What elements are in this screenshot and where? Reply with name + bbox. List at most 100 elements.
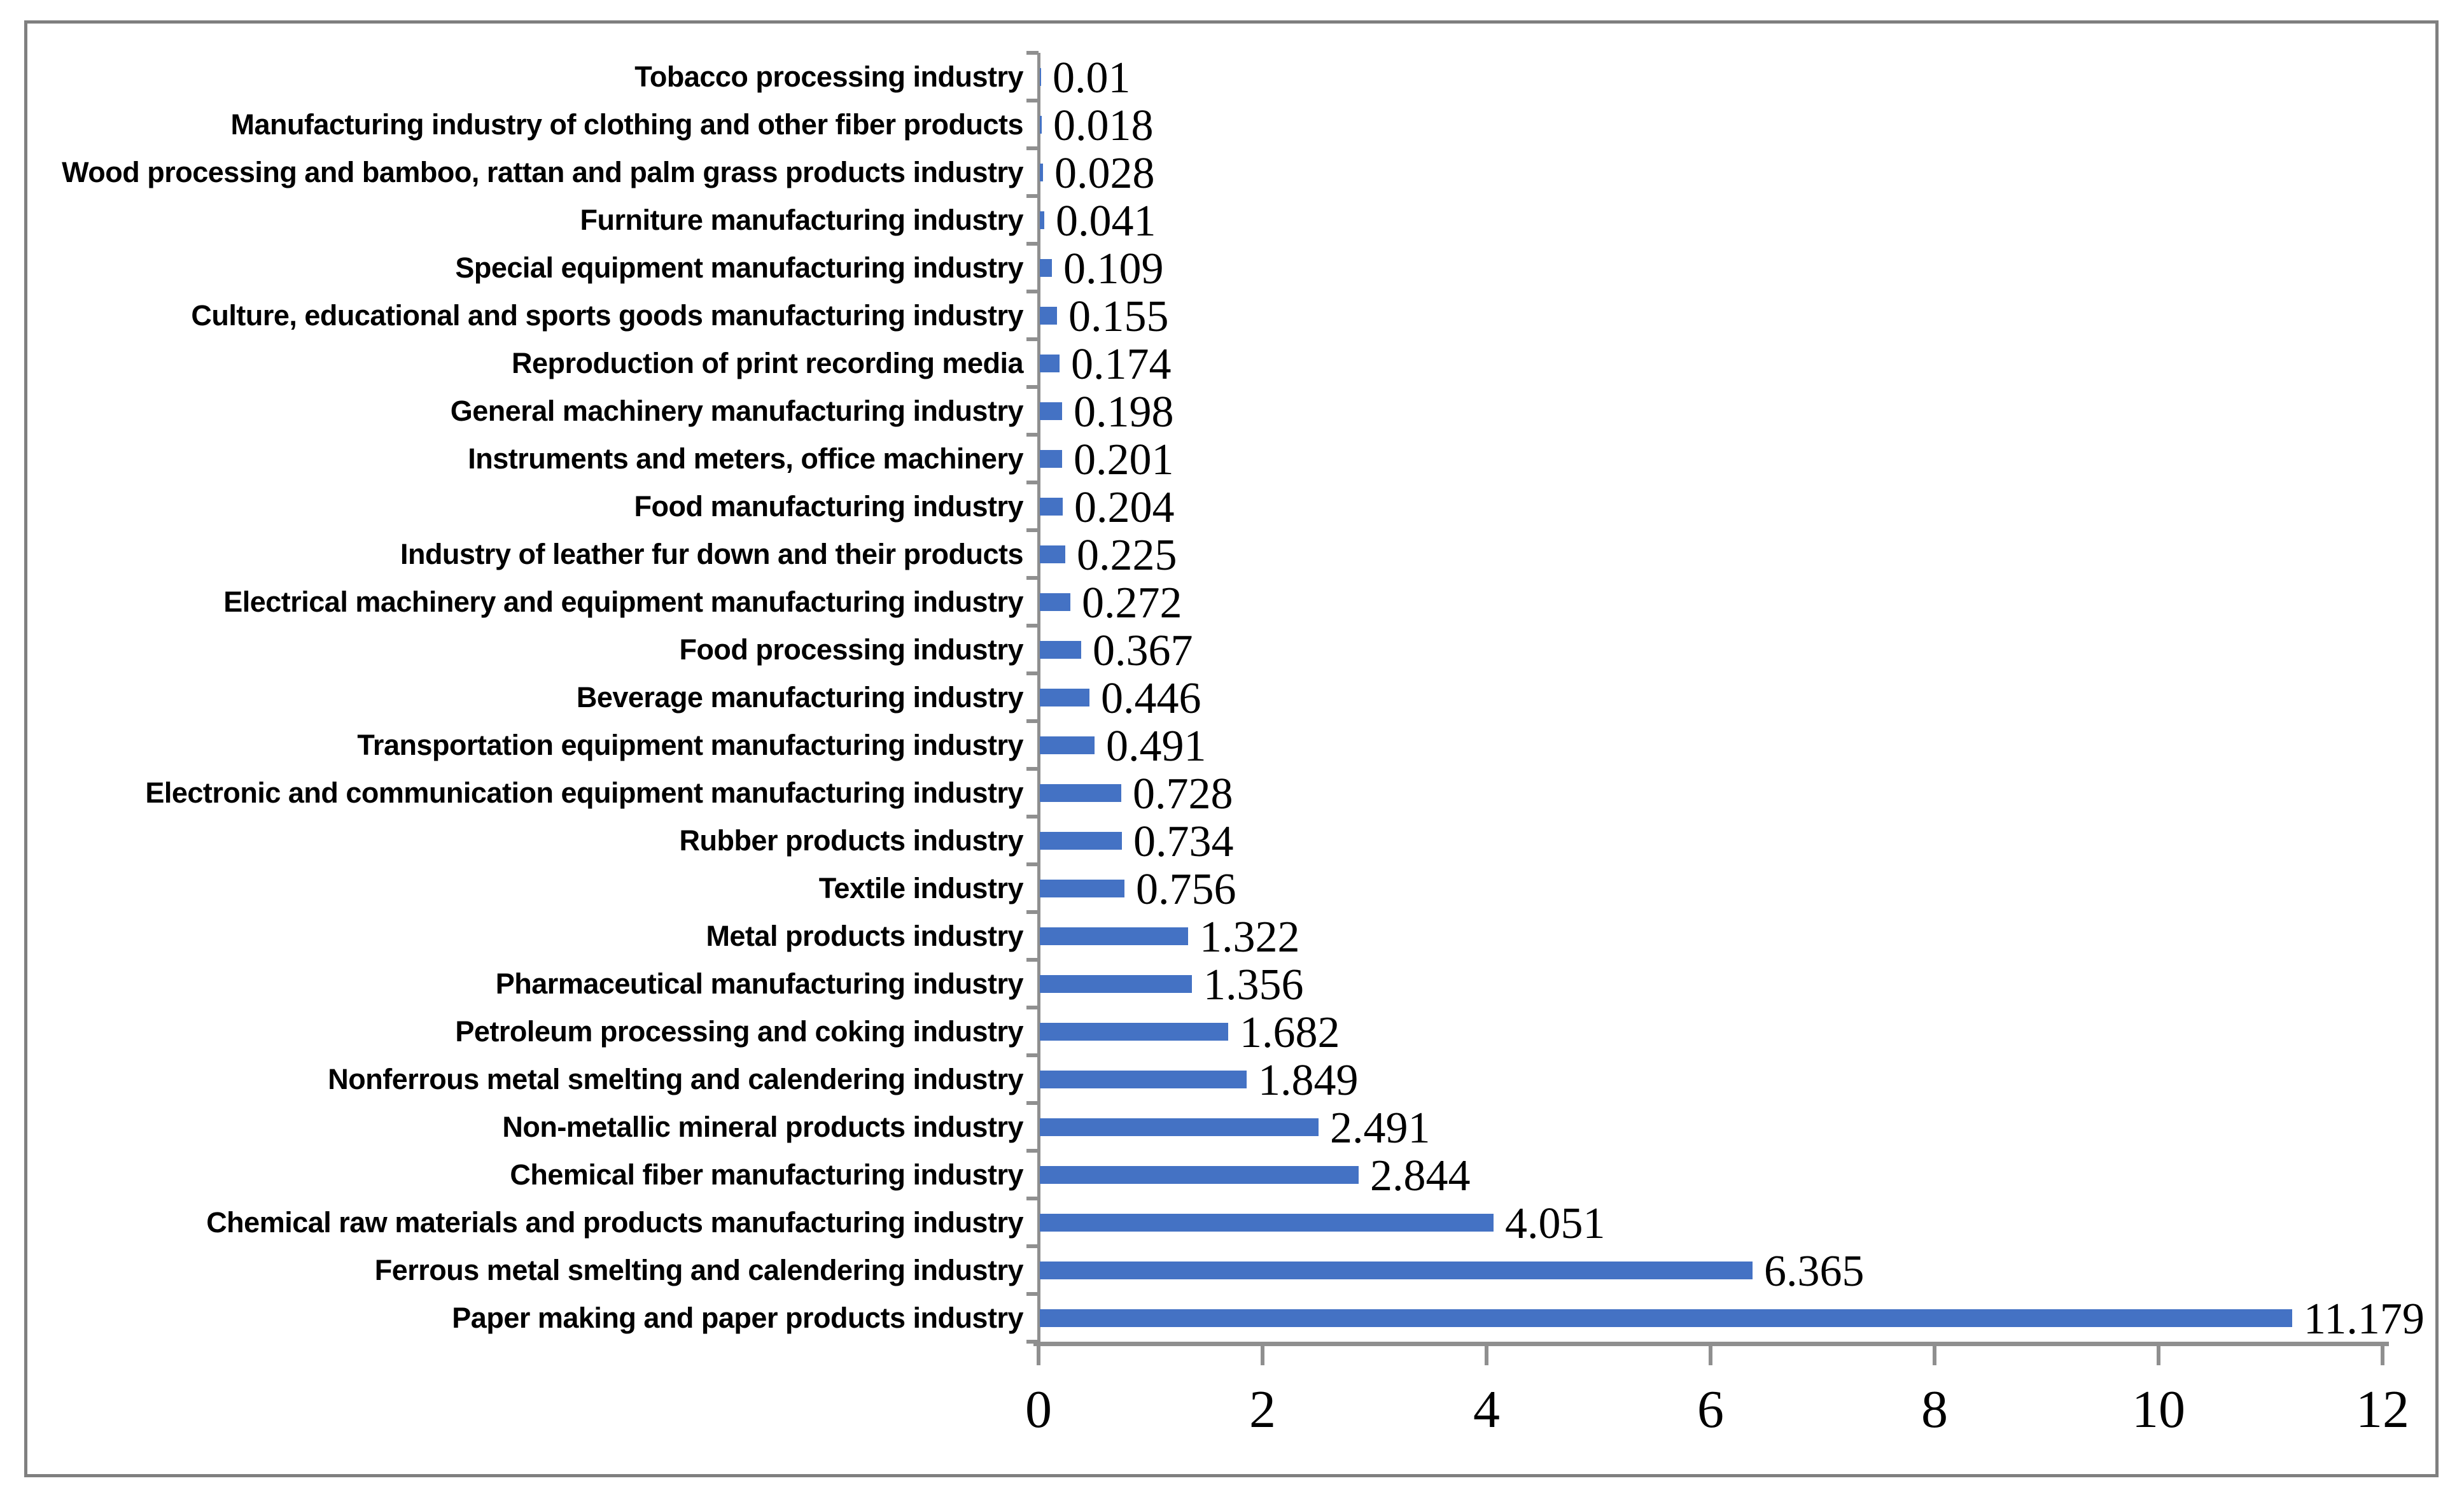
category-label: Reproduction of print recording media [511,347,1024,379]
bar [1040,1071,1247,1088]
chart-row: General machinery manufacturing industry… [0,387,2464,437]
chart-row: Electronic and communication equipment m… [0,769,2464,819]
x-axis-line [1033,1342,2389,1346]
value-label: 0.028 [1054,149,1155,198]
chart-row: Paper making and paper products industry… [0,1294,2464,1344]
y-tick-mark [1026,1197,1039,1200]
category-label: Transportation equipment manufacturing i… [357,729,1023,761]
category-label: Wood processing and bamboo, rattan and p… [62,156,1023,188]
chart-row: Instruments and meters, office machinery… [0,435,2464,484]
x-tick-mark [1485,1346,1488,1365]
value-label: 0.198 [1074,388,1174,437]
chart-row: Petroleum processing and coking industry… [0,1008,2464,1057]
bar [1040,1214,1494,1232]
chart-row: Reproduction of print recording media 0.1… [0,339,2464,389]
bar [1040,975,1192,993]
chart-row: Food manufacturing industry 0.204 [0,482,2464,532]
x-tick-label: 2 [1249,1380,1276,1439]
value-label: 0.446 [1101,674,1201,723]
x-tick-label: 8 [1921,1380,1948,1439]
category-label: Industry of leather fur down and their p… [400,538,1024,570]
category-label: Chemical raw materials and products manu… [206,1206,1023,1239]
x-tick-label: 12 [2356,1380,2409,1439]
chart-row: Electrical machinery and equipment manuf… [0,578,2464,628]
bar [1040,68,1041,86]
value-label: 0.367 [1093,626,1193,675]
value-label: 1.682 [1240,1008,1340,1057]
y-tick-mark [1026,290,1039,293]
bar [1040,927,1188,945]
x-tick-label: 0 [1025,1380,1052,1439]
bar [1040,355,1060,372]
value-label: 0.225 [1077,531,1177,580]
y-tick-mark [1026,1101,1039,1105]
chart-row: Ferrous metal smelting and calendering i… [0,1246,2464,1296]
bar [1040,689,1089,706]
bar [1040,1262,1753,1279]
y-axis-line [1037,53,1040,1342]
category-label: Textile industry [818,872,1024,904]
category-label: Nonferrous metal smelting and calenderin… [328,1063,1023,1095]
category-label: Pharmaceutical manufacturing industry [495,967,1024,1000]
y-tick-mark [1026,433,1039,437]
category-label: Ferrous metal smelting and calendering i… [374,1254,1024,1286]
bar [1040,402,1062,420]
category-label: Rubber products industry [679,824,1023,857]
y-tick-mark [1026,767,1039,771]
value-label: 0.155 [1068,292,1169,341]
y-tick-mark [1026,481,1039,484]
category-label: Non-metallic mineral products industry [502,1111,1023,1143]
chart-row: Special equipment manufacturing industry… [0,244,2464,293]
value-label: 0.201 [1074,435,1174,484]
chart-row: Industry of leather fur down and their p… [0,530,2464,580]
category-label: Beverage manufacturing industry [576,681,1024,713]
bar [1040,259,1052,277]
x-tick-mark [1037,1346,1040,1365]
y-tick-mark [1026,815,1039,819]
y-tick-mark [1026,910,1039,914]
chart-row: Textile industry 0.756 [0,864,2464,914]
bar [1040,1309,2292,1327]
y-tick-mark [1026,576,1039,580]
value-label: 0.728 [1133,770,1233,819]
value-label: 1.356 [1203,960,1304,1009]
bar [1040,641,1081,659]
y-tick-mark [1026,194,1039,198]
y-tick-mark [1026,242,1039,246]
category-label: Petroleum processing and coking industry [455,1015,1023,1048]
x-tick-label: 4 [1473,1380,1500,1439]
value-label: 0.109 [1063,244,1164,293]
bar [1040,498,1063,516]
y-tick-mark [1026,51,1039,55]
category-label: Special equipment manufacturing industry [455,251,1023,284]
category-label: General machinery manufacturing industry [450,395,1024,427]
x-tick-label: 10 [2132,1380,2185,1439]
chart-row: Pharmaceutical manufacturing industry 1.3… [0,960,2464,1009]
category-label: Food processing industry [679,633,1023,666]
value-label: 1.849 [1258,1056,1359,1105]
y-tick-mark [1026,528,1039,532]
chart-row: Rubber products industry 0.734 [0,817,2464,866]
value-label: 0.734 [1133,817,1234,866]
chart-row: Wood processing and bamboo, rattan and p… [0,148,2464,198]
bar [1040,736,1095,754]
value-label: 0.01 [1053,53,1131,102]
chart-row: Non-metallic mineral products industry 2.… [0,1103,2464,1153]
value-label: 0.174 [1071,340,1172,389]
chart-row: Transportation equipment manufacturing i… [0,721,2464,771]
y-tick-mark [1026,337,1039,341]
value-label: 0.041 [1056,197,1156,246]
x-tick-mark [2381,1346,2384,1365]
category-label: Food manufacturing industry [634,490,1024,523]
category-label: Culture, educational and sports goods ma… [191,299,1023,332]
y-tick-mark [1026,1006,1039,1009]
category-label: Instruments and meters, office machinery [468,442,1023,475]
bar [1040,880,1124,897]
category-label: Manufacturing industry of clothing and o… [230,108,1024,141]
category-label: Tobacco processing industry [634,60,1023,93]
value-label: 0.272 [1082,579,1182,628]
bar [1040,832,1122,850]
value-label: 0.491 [1106,722,1207,771]
bar [1040,593,1070,611]
